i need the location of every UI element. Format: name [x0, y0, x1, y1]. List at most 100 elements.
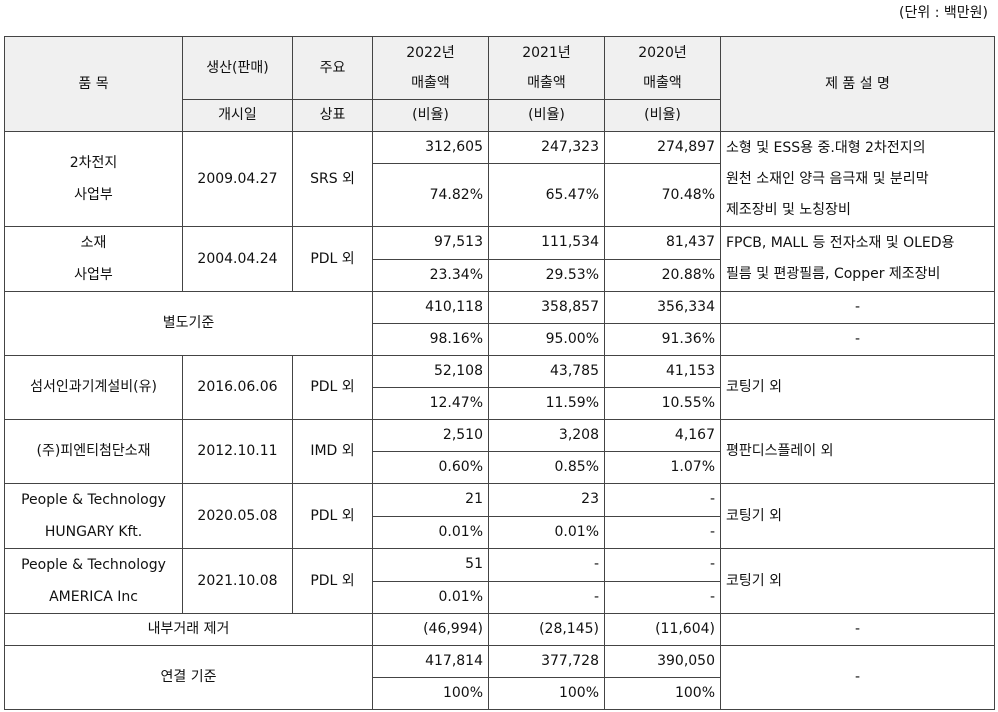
desc-line1: 소형 및 ESS용 중.대형 2차전지의: [726, 139, 926, 156]
table-row: (주)피엔티첨단소재 2012.10.11 IMD 외 2,510 3,208 …: [4, 419, 995, 484]
header-item: 품 목: [4, 36, 183, 132]
ratio-2021: 11.59%: [488, 387, 605, 420]
item-name-line1: 소재: [80, 235, 107, 251]
ratio-2022: 12.47%: [372, 387, 489, 420]
ratio-2022: 0.01%: [372, 515, 489, 549]
row-description: 코팅기 외: [720, 355, 995, 420]
table-row: People & Technology HUNGARY Kft. 2020.05…: [4, 483, 995, 549]
sales-2021: 247,323: [488, 131, 605, 164]
row-description: FPCB, MALL 등 전자소재 및 OLED용 필름 및 편광필름, Cop…: [720, 226, 995, 292]
header-2021-label: 매출액: [527, 75, 566, 91]
header-2020-year: 2020년: [638, 45, 687, 61]
row-item-name: People & Technology AMERICA Inc: [4, 548, 183, 614]
row-item-name: 별도기준: [4, 291, 373, 356]
row-item-name: 소재 사업부: [4, 226, 183, 292]
sales-2021: -: [488, 548, 605, 582]
ratio-2022: 0.60%: [372, 451, 489, 484]
row-brand: PDL 외: [292, 226, 373, 292]
sales-2022: 52,108: [372, 355, 489, 388]
ratio-2021: 95.00%: [488, 323, 605, 356]
sales-2022: 417,814: [372, 645, 489, 678]
ratio-2020: 70.48%: [604, 163, 721, 227]
row-item-name: 내부거래 제거: [4, 613, 373, 646]
row-item-name: (주)피엔티첨단소재: [4, 419, 183, 484]
unit-note: (단위 : 백만원): [899, 5, 988, 21]
item-name-line2: HUNGARY Kft.: [44, 524, 143, 540]
row-brand: PDL 외: [292, 548, 373, 614]
item-name-line1: People & Technology: [21, 492, 166, 508]
row-description: -: [720, 291, 995, 324]
row-description: -: [720, 645, 995, 710]
row-item-name: 섬서인과기계설비(유): [4, 355, 183, 420]
sales-2020: 41,153: [604, 355, 721, 388]
item-name-line2: AMERICA Inc: [49, 589, 138, 605]
table-row: 0.01% 0.01% -: [5, 515, 995, 549]
sales-2021: 3,208: [488, 419, 605, 452]
row-description: 코팅기 외: [720, 483, 995, 549]
ratio-2020: -: [604, 515, 721, 549]
row-item-name: People & Technology HUNGARY Kft.: [4, 483, 183, 549]
header-2021-year: 2021년: [522, 45, 571, 61]
row-start-date: 2009.04.27: [182, 131, 293, 227]
row-description: 평판디스플레이 외: [720, 419, 995, 484]
sales-2021: 358,857: [488, 291, 605, 324]
header-start-bottom: 개시일: [182, 99, 293, 132]
row-item-name: 연결 기준: [4, 645, 373, 710]
header-brand-top: 주요: [292, 36, 373, 100]
sales-2021: (28,145): [488, 613, 605, 646]
row-item-name: 2차전지 사업부: [4, 131, 183, 227]
sales-2021: 111,534: [488, 226, 605, 260]
sales-2020: 390,050: [604, 645, 721, 678]
row-start-date: 2021.10.08: [182, 548, 293, 614]
item-name-line1: People & Technology: [21, 557, 166, 573]
sales-2022: 410,118: [372, 291, 489, 324]
header-brand-bottom: 상표: [292, 99, 373, 132]
sales-2020: -: [604, 483, 721, 517]
row-brand: PDL 외: [292, 483, 373, 549]
sales-2020: 4,167: [604, 419, 721, 452]
table-row: People & Technology AMERICA Inc 2021.10.…: [4, 548, 995, 614]
sales-2020: 81,437: [604, 226, 721, 260]
ratio-2020: 100%: [604, 677, 721, 710]
item-name-line2: 사업부: [74, 187, 113, 203]
ratio-2022: 98.16%: [372, 323, 489, 356]
ratio-2021: -: [488, 580, 605, 614]
row-start-date: 2012.10.11: [182, 419, 293, 484]
ratio-2022: 23.34%: [372, 258, 489, 292]
ratio-2021: 65.47%: [488, 163, 605, 227]
row-description: 코팅기 외: [720, 548, 995, 614]
sales-2020: 274,897: [604, 131, 721, 164]
ratio-2021: 0.01%: [488, 515, 605, 549]
header-2022-year: 2022년: [406, 45, 455, 61]
sales-2022: 2,510: [372, 419, 489, 452]
header-2020: 2020년 매출액: [604, 36, 721, 100]
sales-2021: 377,728: [488, 645, 605, 678]
row-start-date: 2016.06.06: [182, 355, 293, 420]
row-description: -: [720, 323, 995, 356]
ratio-2020: 10.55%: [604, 387, 721, 420]
sales-2022: 312,605: [372, 131, 489, 164]
header-ratio-2022: (비율): [372, 99, 489, 132]
table-row: 연결 기준 417,814 377,728 390,050 -: [4, 645, 995, 710]
ratio-2020: -: [604, 580, 721, 614]
header-ratio-2020: (비율): [604, 99, 721, 132]
table-row: 100% 100% 100%: [5, 677, 995, 710]
header-row-bottom: 개시일 상표 (비율) (비율) (비율): [5, 99, 995, 132]
table-row: 별도기준 410,118 358,857 356,334 -: [4, 291, 995, 356]
desc-line2: 필름 및 편광필름, Copper 제조장비: [726, 266, 941, 282]
table-row: 12.47% 11.59% 10.55%: [5, 387, 995, 420]
row-description: 소형 및 ESS용 중.대형 2차전지의 원천 소재인 양극 음극재 및 분리막…: [720, 131, 995, 227]
row-description: -: [720, 613, 995, 646]
table-row: 23.34% 29.53% 20.88%: [5, 258, 995, 292]
ratio-2022: 74.82%: [372, 163, 489, 227]
row-start-date: 2004.04.24: [182, 226, 293, 292]
item-name-line1: 2차전지: [69, 155, 118, 171]
header-start-top: 생산(판매): [182, 36, 293, 100]
header-ratio-2021: (비율): [488, 99, 605, 132]
ratio-2020: 1.07%: [604, 451, 721, 484]
header-2022-label: 매출액: [411, 75, 450, 91]
